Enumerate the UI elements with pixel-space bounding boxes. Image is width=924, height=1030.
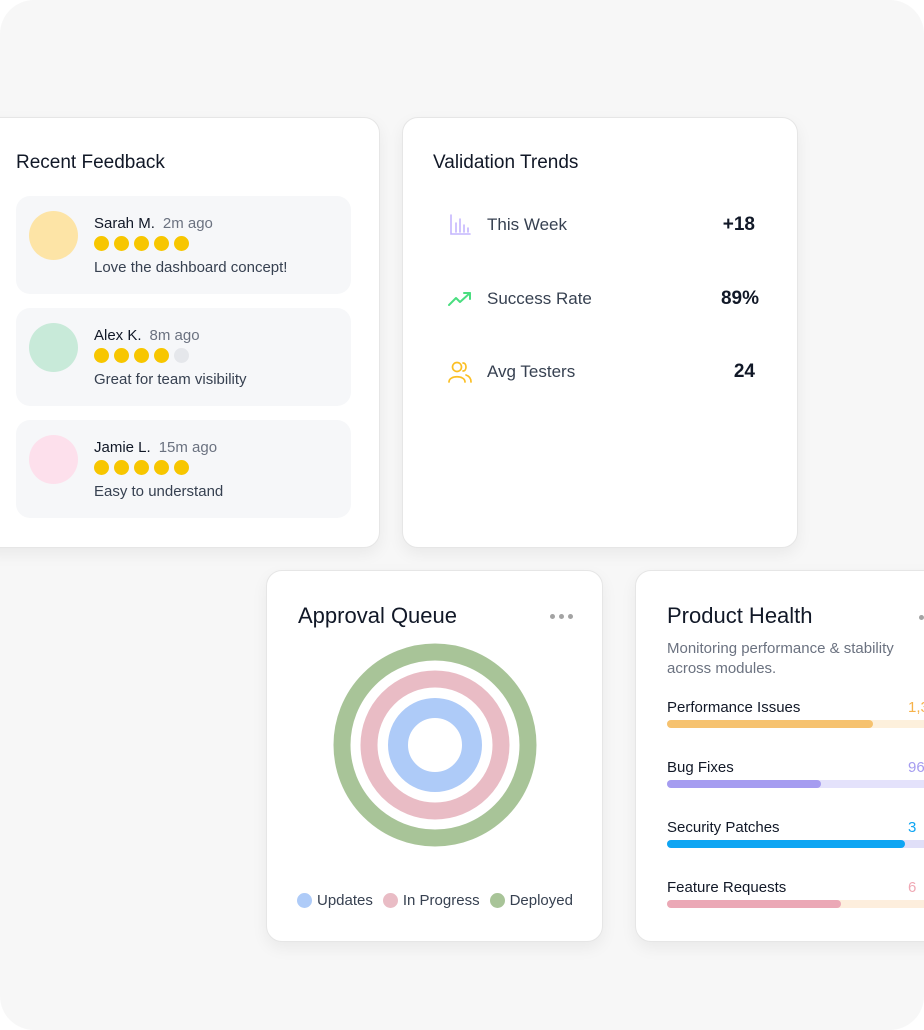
- trend-value: +18: [722, 214, 755, 235]
- ring-updates: [388, 698, 482, 792]
- metric-value: 6: [908, 879, 917, 896]
- progress-fill: [667, 900, 841, 908]
- feedback-comment: Easy to understand: [94, 483, 224, 500]
- legend-item-deployed: Deployed: [489, 892, 573, 909]
- feedback-comment: Great for team visibility: [94, 371, 247, 388]
- recent-feedback-card: Recent Feedback Sarah M. 2m ago Love the …: [0, 117, 380, 548]
- legend-dot: [382, 893, 398, 908]
- avatar: [29, 211, 78, 260]
- bar-chart-icon: [450, 214, 471, 235]
- ring-deployed: [333, 643, 537, 847]
- star-rating: [94, 236, 189, 251]
- feedback-author: Alex K. 8m ago: [94, 327, 200, 344]
- metric-label: Security Patches: [667, 819, 780, 836]
- trend-label: Success Rate: [487, 289, 592, 308]
- validation-trends-title: Validation Trends: [433, 152, 579, 173]
- more-options-icon[interactable]: [919, 615, 924, 620]
- metric-value: 96: [908, 759, 924, 776]
- legend-label: Deployed: [509, 892, 573, 909]
- progress-fill: [667, 720, 873, 728]
- star-icon: [114, 236, 129, 251]
- approval-queue-title: Approval Queue: [298, 603, 457, 628]
- validation-trends-card: Validation Trends This Week +18 Success …: [402, 117, 798, 548]
- feedback-time: 2m ago: [162, 215, 213, 232]
- legend-label: In Progress: [402, 892, 480, 909]
- progress-track: [667, 720, 924, 728]
- legend-item-updates: Updates: [297, 892, 373, 909]
- feedback-item[interactable]: Sarah M. 2m ago Love the dashboard concep…: [16, 196, 351, 294]
- feedback-item[interactable]: Jamie L. 15m ago Easy to understand: [16, 420, 351, 518]
- star-icon: [154, 236, 169, 251]
- approval-legend: Updates In Progress Deployed: [297, 892, 576, 909]
- progress-track: [667, 900, 924, 908]
- metric-label: Feature Requests: [667, 879, 787, 896]
- star-icon: [134, 236, 149, 251]
- progress-fill: [667, 840, 905, 848]
- star-empty-icon: [174, 348, 189, 363]
- progress-fill: [667, 780, 821, 788]
- feedback-time: 8m ago: [149, 327, 200, 344]
- trend-label: This Week: [487, 215, 567, 234]
- trend-row-success-rate: Success Rate 89%: [447, 284, 759, 314]
- star-icon: [134, 460, 149, 475]
- avatar: [29, 323, 78, 372]
- recent-feedback-title: Recent Feedback: [16, 152, 165, 173]
- avatar: [29, 435, 78, 484]
- feedback-item[interactable]: Alex K. 8m ago Great for team visibility: [16, 308, 351, 406]
- metric-bug-fixes: Bug Fixes 96: [667, 759, 924, 799]
- metric-value: 3: [908, 819, 917, 836]
- approval-ring-chart: [333, 643, 537, 847]
- star-rating: [94, 348, 189, 363]
- star-icon: [154, 348, 169, 363]
- star-icon: [174, 460, 189, 475]
- star-icon: [94, 348, 109, 363]
- trend-value: 89%: [720, 288, 759, 309]
- legend-item-in-progress: In Progress: [382, 892, 480, 909]
- star-icon: [114, 348, 129, 363]
- approval-queue-card: Approval Queue Updates In Progress Deplo…: [266, 570, 603, 942]
- metric-label: Bug Fixes: [667, 759, 734, 776]
- trend-value: 24: [733, 361, 755, 382]
- metric-security-patches: Security Patches 3: [667, 819, 924, 859]
- star-rating: [94, 460, 189, 475]
- trending-up-icon: [448, 292, 471, 306]
- legend-dot: [297, 893, 312, 908]
- star-icon: [94, 236, 109, 251]
- trend-row-this-week: This Week +18: [447, 210, 759, 240]
- metric-label: Performance Issues: [667, 699, 801, 716]
- trend-row-avg-testers: Avg Testers 24: [447, 357, 759, 387]
- product-health-card: Product Health Monitoring performance & …: [635, 570, 924, 942]
- users-icon: [448, 361, 472, 383]
- legend-dot: [489, 893, 505, 908]
- star-icon: [94, 460, 109, 475]
- ring-in-progress: [360, 670, 510, 820]
- star-icon: [134, 348, 149, 363]
- metric-feature-requests: Feature Requests 6: [667, 879, 924, 919]
- progress-track: [667, 840, 924, 848]
- product-health-title: Product Health: [667, 603, 813, 628]
- feedback-author: Sarah M. 2m ago: [94, 215, 213, 232]
- metric-performance-issues: Performance Issues 1,3: [667, 699, 924, 739]
- star-icon: [154, 460, 169, 475]
- metric-value: 1,3: [908, 699, 924, 716]
- star-icon: [114, 460, 129, 475]
- progress-track: [667, 780, 924, 788]
- feedback-comment: Love the dashboard concept!: [94, 259, 288, 276]
- more-options-icon[interactable]: [550, 614, 573, 619]
- product-health-subtitle: Monitoring performance & stability acros…: [667, 640, 894, 677]
- legend-label: Updates: [317, 892, 373, 909]
- feedback-author: Jamie L. 15m ago: [94, 439, 218, 456]
- star-icon: [174, 236, 189, 251]
- trend-label: Avg Testers: [487, 362, 576, 381]
- feedback-time: 15m ago: [158, 439, 218, 456]
